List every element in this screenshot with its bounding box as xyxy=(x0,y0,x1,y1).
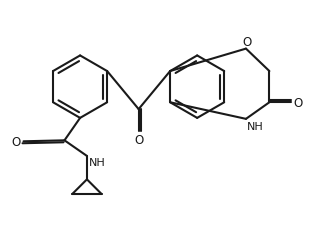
Text: NH: NH xyxy=(89,157,106,167)
Text: NH: NH xyxy=(247,121,264,131)
Text: O: O xyxy=(134,133,143,146)
Text: O: O xyxy=(242,35,252,48)
Text: O: O xyxy=(11,135,21,148)
Text: O: O xyxy=(294,96,303,109)
